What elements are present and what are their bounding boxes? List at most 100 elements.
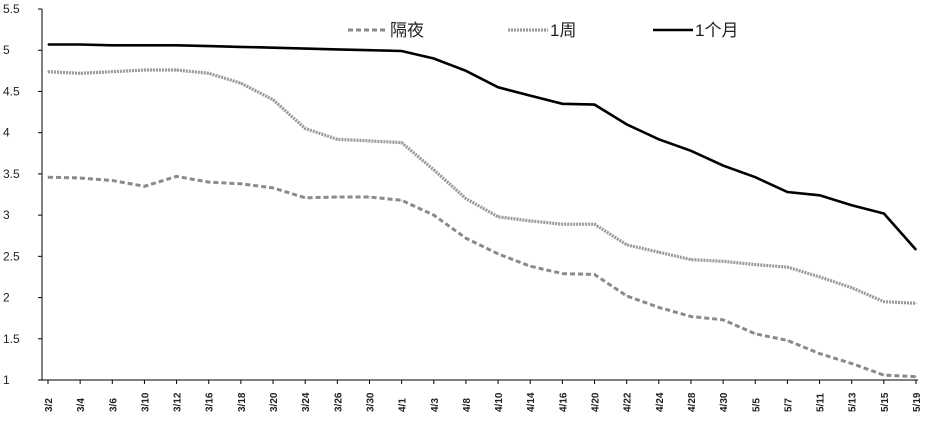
data-point xyxy=(626,123,628,126)
data-point xyxy=(561,103,563,105)
series-lines xyxy=(47,43,917,379)
data-point xyxy=(722,260,724,262)
data-point xyxy=(47,176,49,178)
data-point xyxy=(79,72,81,74)
data-point xyxy=(497,216,499,218)
data-point xyxy=(754,263,756,266)
data-point xyxy=(111,71,113,73)
y-tick-label: 4 xyxy=(3,126,10,140)
x-tick-label: 5/5 xyxy=(751,398,762,412)
data-point xyxy=(754,176,756,178)
x-tick-label: 4/30 xyxy=(719,392,730,412)
data-point xyxy=(786,266,789,268)
data-point xyxy=(593,273,596,276)
series-line-1 xyxy=(47,68,917,305)
data-point xyxy=(336,48,338,50)
data-point xyxy=(336,196,338,198)
series-line-2 xyxy=(48,43,917,251)
data-point xyxy=(401,141,403,144)
data-point xyxy=(208,72,210,74)
data-point xyxy=(304,127,306,130)
legend-label-0: 隔夜 xyxy=(390,21,424,40)
y-tick-label: 2.5 xyxy=(3,249,20,263)
data-point xyxy=(818,194,821,196)
data-point xyxy=(690,315,692,318)
data-point xyxy=(79,177,81,179)
data-point xyxy=(304,47,306,50)
data-point xyxy=(915,249,917,251)
data-point xyxy=(368,140,371,142)
data-point xyxy=(658,306,660,309)
data-point xyxy=(851,287,853,289)
x-tick-label: 3/10 xyxy=(140,392,151,412)
data-point xyxy=(529,220,531,222)
x-tick-label: 5/7 xyxy=(783,398,794,412)
data-point xyxy=(915,376,917,378)
data-point xyxy=(561,273,563,275)
y-tick-label: 3.5 xyxy=(3,167,20,181)
y-tick-label: 3 xyxy=(3,208,10,222)
data-point xyxy=(786,339,789,342)
data-point xyxy=(915,302,917,304)
x-tick-label: 3/6 xyxy=(108,398,119,412)
x-tick-label: 3/18 xyxy=(237,392,248,412)
data-point xyxy=(175,175,178,177)
data-point xyxy=(883,301,885,303)
data-point xyxy=(304,197,306,199)
data-point xyxy=(497,86,499,88)
data-point xyxy=(754,333,756,335)
x-tick-label: 4/24 xyxy=(655,392,666,412)
x-tick-label: 3/2 xyxy=(44,398,55,412)
x-tick-label: 5/13 xyxy=(848,392,859,412)
data-point xyxy=(175,69,178,71)
x-tick-label: 4/8 xyxy=(462,398,473,412)
data-point xyxy=(593,104,596,106)
data-point xyxy=(79,43,81,46)
data-point xyxy=(690,150,692,152)
x-tick-label: 5/11 xyxy=(816,393,827,412)
data-point xyxy=(722,165,724,167)
data-point xyxy=(786,191,789,193)
data-point xyxy=(658,251,660,253)
y-tick-label: 1.5 xyxy=(3,332,20,346)
axes xyxy=(41,9,918,381)
x-tick-label: 4/10 xyxy=(494,392,505,412)
x-tick-label: 4/14 xyxy=(526,392,537,412)
x-tick-label: 3/30 xyxy=(365,392,376,412)
data-point xyxy=(401,50,403,52)
data-point xyxy=(272,187,274,189)
data-point xyxy=(883,374,885,376)
data-point xyxy=(433,214,435,216)
data-point xyxy=(883,212,885,215)
y-tick-label: 2 xyxy=(3,291,10,305)
data-point xyxy=(272,47,274,49)
data-point xyxy=(143,185,146,187)
data-point xyxy=(658,138,660,140)
data-point xyxy=(401,199,403,201)
data-point xyxy=(175,44,178,46)
y-tick-label: 5.5 xyxy=(3,2,20,16)
x-tick-label: 4/16 xyxy=(558,392,569,412)
x-tick-label: 3/26 xyxy=(333,392,344,412)
data-point xyxy=(433,57,435,60)
x-tick-label: 4/20 xyxy=(591,392,602,412)
data-point xyxy=(433,169,435,171)
data-point xyxy=(47,43,49,46)
data-point xyxy=(143,69,146,71)
data-point xyxy=(626,244,628,246)
data-point xyxy=(111,44,113,46)
tick-labels: 1 1.5 2 2.5 3 3.5 4 4.5 5 5.5 3/2 3/4 3/6 3/10 3/12 3/1… xyxy=(3,2,923,412)
x-tick-label: 5/19 xyxy=(912,392,923,412)
data-point xyxy=(368,49,371,51)
data-point xyxy=(240,82,242,84)
data-point xyxy=(272,99,274,101)
y-tick-label: 1 xyxy=(3,373,10,387)
data-point xyxy=(626,295,628,297)
data-point xyxy=(529,94,531,97)
legend: 隔夜 1周 1个月 xyxy=(348,21,738,40)
data-point xyxy=(465,198,467,200)
y-tick-label: 4.5 xyxy=(3,84,20,98)
x-tick-label: 3/12 xyxy=(173,392,184,412)
